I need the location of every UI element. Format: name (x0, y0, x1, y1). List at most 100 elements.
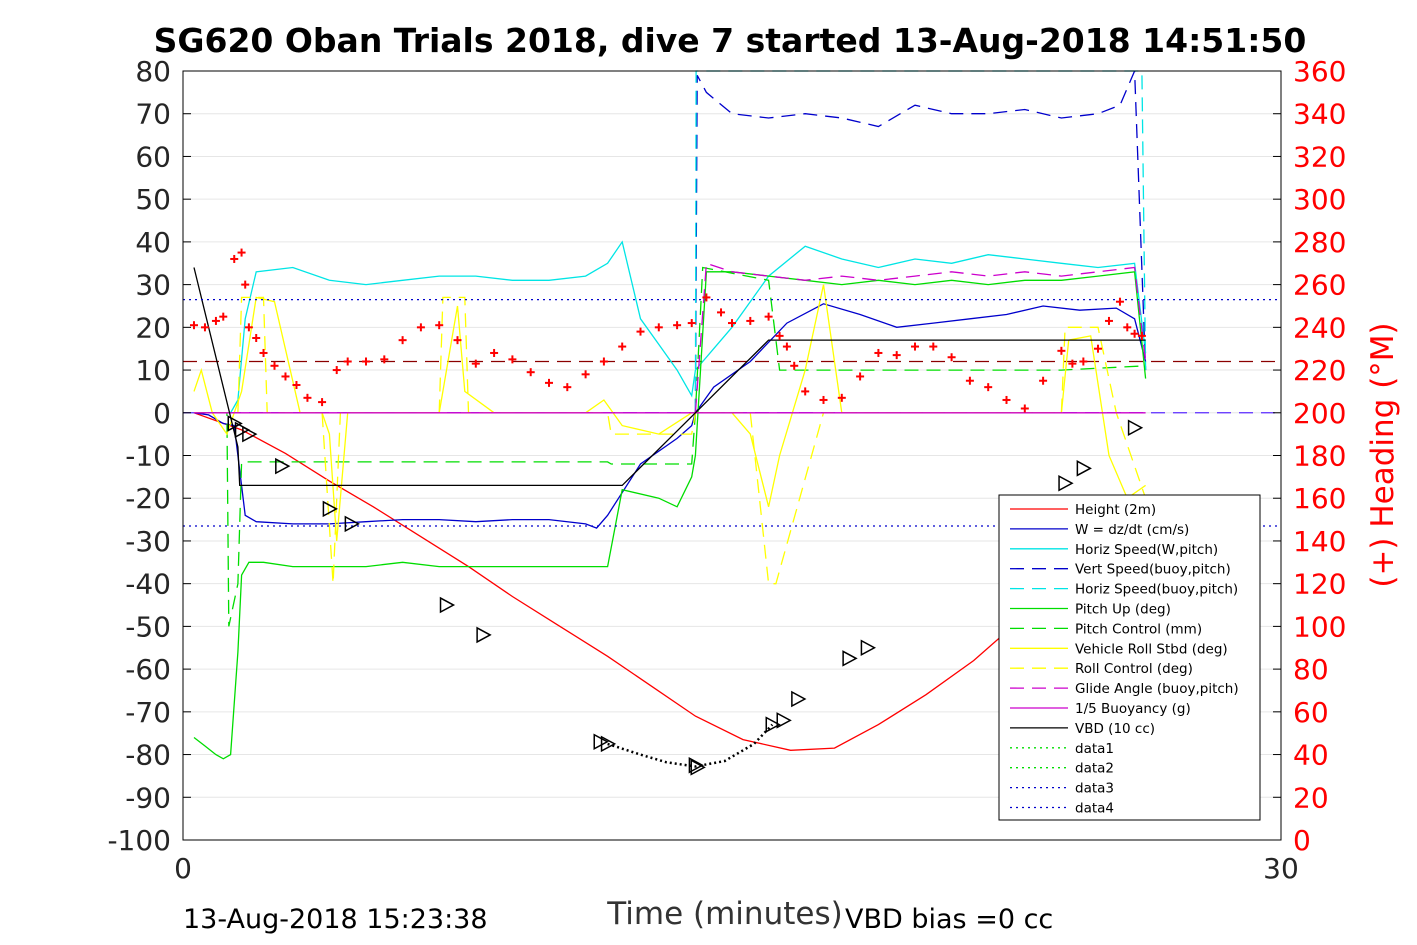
triangle-marker (1127, 419, 1144, 436)
legend-entry-label: Pitch Control (mm) (1075, 621, 1202, 637)
heading-point (1079, 357, 1088, 366)
heading-point (618, 342, 627, 351)
legend: Height (2m) W = dz/dt (cm/s) Horiz Speed(W… (998, 494, 1261, 821)
legend-entry-label: data1 (1075, 741, 1114, 757)
legend-entry-label: data3 (1075, 781, 1114, 797)
series-line (193, 267, 1146, 487)
heading-point (563, 383, 572, 392)
right-tick-label: 360 (1293, 55, 1346, 88)
triangle-marker (1058, 475, 1074, 492)
legend-entry-label: Vehicle Roll Stbd (deg) (1075, 641, 1228, 657)
heading-point (947, 353, 956, 362)
series-line (193, 412, 1147, 751)
heading-point (380, 355, 389, 364)
heading-point (581, 370, 590, 379)
heading-point (318, 398, 327, 407)
x-axis-label: Time (minutes) (606, 896, 842, 932)
series-line (193, 271, 1147, 760)
heading-point (965, 376, 974, 385)
heading-point (687, 319, 696, 328)
series-line (694, 70, 1147, 413)
triangle-marker (1076, 460, 1092, 477)
heading-point (219, 312, 228, 321)
heading-point (775, 331, 784, 340)
heading-point (244, 323, 253, 332)
footer-vbd-bias: VBD bias =0 cc (845, 904, 1053, 935)
left-tick-label: -30 (125, 525, 171, 558)
triangle-marker (242, 425, 258, 443)
heading-point (782, 342, 791, 351)
heading-point (929, 342, 938, 351)
triangle-marker (476, 626, 492, 644)
triangle-marker (322, 500, 338, 518)
left-tick-label: -20 (125, 482, 171, 515)
heading-point (270, 361, 279, 370)
heading-point (892, 351, 901, 360)
triangle-marker (688, 756, 704, 774)
heading-point (332, 366, 341, 375)
heading-point (1002, 395, 1011, 404)
heading-point (241, 280, 250, 289)
heading-point (1068, 359, 1077, 368)
triangle-marker (765, 716, 781, 733)
right-tick-label: 200 (1293, 397, 1346, 430)
heading-point (237, 248, 246, 257)
left-tick-label: -90 (125, 781, 171, 814)
chart-title: SG620 Oban Trials 2018, dive 7 started 1… (154, 21, 1307, 60)
legend-entry-label: Horiz Speed(W,pitch) (1075, 542, 1218, 558)
markers (189, 248, 1146, 776)
heading-point (252, 334, 261, 343)
heading-point (343, 357, 352, 366)
right-tick-label: 280 (1293, 226, 1346, 259)
heading-point (1130, 329, 1139, 338)
triangle-marker (776, 712, 792, 729)
left-tick-label: 80 (135, 55, 171, 88)
heading-point (189, 321, 198, 330)
heading-point (790, 361, 799, 370)
heading-point (1020, 404, 1029, 413)
right-tick-label: 240 (1293, 311, 1346, 344)
left-tick-label: -100 (107, 824, 171, 857)
right-axis-ticks: 3603403203002802602402202001801601401201… (1273, 55, 1346, 857)
heading-point (801, 387, 810, 396)
right-tick-label: 180 (1293, 440, 1346, 473)
triangle-marker (842, 650, 858, 667)
series-lines (183, 70, 1281, 768)
heading-point (435, 321, 444, 330)
legend-entry-label: Height (2m) (1075, 502, 1156, 518)
right-tick-label: 0 (1293, 824, 1311, 857)
left-tick-label: -70 (125, 696, 171, 729)
left-tick-label: 10 (135, 354, 171, 387)
legend-entry-label: W = dz/dt (cm/s) (1075, 522, 1189, 538)
heading-point (702, 293, 711, 302)
right-tick-label: 320 (1293, 140, 1346, 173)
left-tick-label: 20 (135, 311, 171, 344)
heading-point (717, 308, 726, 317)
heading-point (303, 393, 312, 402)
x-tick-label: 30 (1263, 852, 1299, 885)
right-tick-label: 120 (1293, 568, 1346, 601)
series-line (194, 240, 1147, 414)
x-tick-label: 0 (174, 852, 192, 885)
right-tick-label: 40 (1293, 739, 1329, 772)
heading-point (545, 378, 553, 387)
legend-entry-label: VBD (10 cc) (1075, 721, 1155, 737)
left-tick-label: 70 (135, 98, 171, 131)
heading-point (471, 359, 480, 368)
heading-point (200, 323, 209, 332)
triangle-marker (791, 690, 807, 708)
heading-point (292, 381, 301, 390)
footer-timestamp: 13-Aug-2018 15:23:38 (183, 904, 488, 935)
heading-point (636, 327, 645, 336)
right-tick-label: 100 (1293, 610, 1346, 643)
series-line (194, 266, 1146, 627)
legend-entry-label: data2 (1075, 761, 1114, 777)
triangle-marker (600, 735, 617, 753)
triangle-marker (439, 596, 456, 614)
heading-point (1104, 316, 1113, 325)
heading-point (911, 342, 919, 351)
heading-point (837, 393, 846, 402)
left-tick-label: 0 (153, 397, 171, 430)
heading-point (416, 323, 425, 332)
